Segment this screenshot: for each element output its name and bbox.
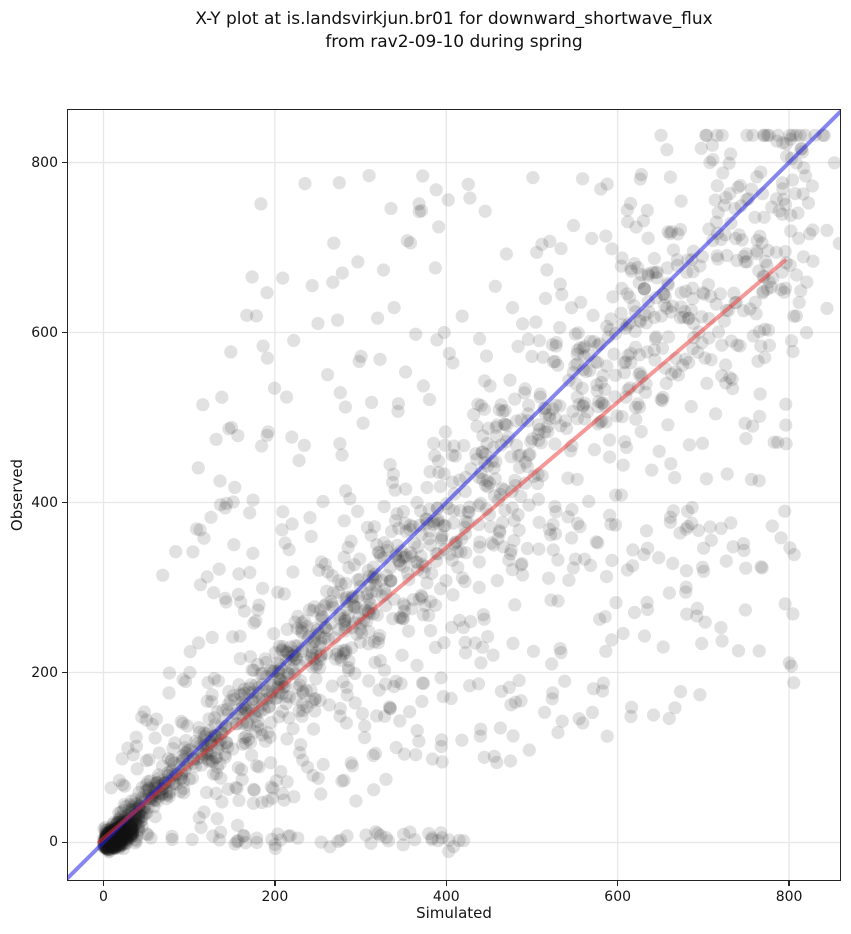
chart-title-line2: from rav2-09-10 during spring xyxy=(325,32,583,52)
y-tick-label: 200 xyxy=(31,664,58,681)
y-tick-mark xyxy=(62,331,67,334)
y-tick-mark xyxy=(62,671,67,674)
x-tick-label: 600 xyxy=(604,889,632,905)
chart-title-line1: X-Y plot at is.landsvirkjun.br01 for dow… xyxy=(195,9,713,29)
y-tick-label: 400 xyxy=(31,494,58,511)
y-tick-mark xyxy=(62,501,67,504)
x-tick-mark xyxy=(445,881,448,886)
x-tick-label: 0 xyxy=(99,889,108,905)
x-tick-label: 800 xyxy=(775,889,803,905)
scatter-plot-canvas xyxy=(67,109,841,881)
regression-line xyxy=(97,258,787,844)
x-axis-title: Simulated xyxy=(416,904,492,922)
x-tick-mark xyxy=(102,881,105,886)
plot-area: 0 200 400 600 800 0 200 400 600 800 xyxy=(31,109,841,905)
x-tick-label: 200 xyxy=(261,889,289,905)
chart-title: X-Y plot at is.landsvirkjun.br01 for dow… xyxy=(67,8,841,54)
y-tick-mark xyxy=(62,841,67,844)
y-tick-label: 800 xyxy=(31,154,58,171)
x-tick-label: 400 xyxy=(432,889,460,905)
x-tick-mark xyxy=(788,881,790,886)
x-tick-mark xyxy=(616,881,619,886)
y-axis-title: Observed xyxy=(8,458,26,532)
y-tick-label: 600 xyxy=(31,324,58,341)
y-tick-mark xyxy=(62,161,67,164)
x-tick-mark xyxy=(274,881,276,886)
identity-line xyxy=(67,109,841,881)
y-tick-label: 0 xyxy=(49,834,58,851)
gridlines xyxy=(67,109,841,881)
